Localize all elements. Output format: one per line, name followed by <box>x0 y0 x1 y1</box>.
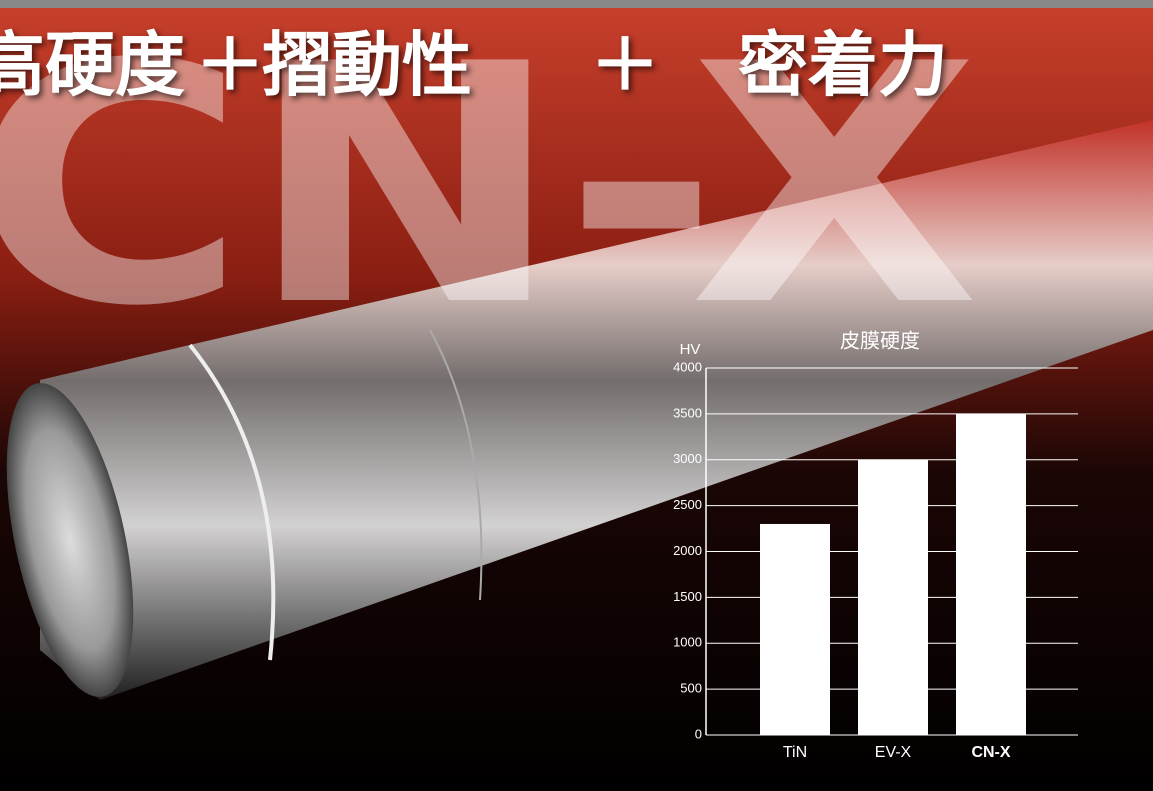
y-tick-label: 500 <box>680 681 702 696</box>
rod-end <box>6 383 134 697</box>
x-tick-label: TiN <box>783 744 807 761</box>
headline-word: 摺動性 <box>262 24 472 106</box>
y-tick-label: 1000 <box>673 635 702 650</box>
headline-word: 密着力 <box>738 24 948 106</box>
chart-title: 皮膜硬度 <box>840 329 920 353</box>
y-tick-label: 2500 <box>673 497 702 512</box>
y-tick-label: 2000 <box>673 543 702 558</box>
y-tick-label: 1500 <box>673 589 702 604</box>
chart: 皮膜硬度 HV 0 500 1000 1500 2000 2500 3000 3500 4000… <box>673 329 1078 761</box>
y-tick-label: 4000 <box>673 359 702 374</box>
y-tick-label: 0 <box>695 726 702 741</box>
rod <box>40 120 1153 700</box>
x-tick-label: EV-X <box>875 744 912 761</box>
top-strip <box>0 0 1153 8</box>
x-tick-label: CN-X <box>971 744 1010 761</box>
bar <box>760 523 830 735</box>
headline-word: ＋ <box>195 24 265 106</box>
rod-groove <box>429 329 483 601</box>
rod-groove <box>188 343 276 661</box>
y-tick-label: 3500 <box>673 405 702 420</box>
headline-word: ＋ <box>590 24 660 106</box>
headline: 高硬度 ＋摺動性＋密着力 <box>0 24 948 106</box>
watermark: CN-X <box>0 0 980 378</box>
bar <box>956 413 1026 735</box>
y-tick-label: 3000 <box>673 451 702 466</box>
y-axis-label: HV <box>680 341 701 358</box>
headline-word: 高硬度 <box>0 24 185 106</box>
bar <box>858 459 928 735</box>
